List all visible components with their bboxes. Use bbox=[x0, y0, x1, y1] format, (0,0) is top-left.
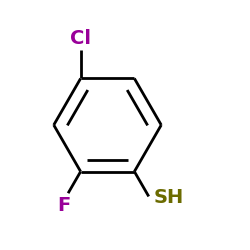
Text: SH: SH bbox=[153, 188, 184, 207]
Text: F: F bbox=[58, 196, 71, 215]
Text: Cl: Cl bbox=[70, 29, 91, 48]
